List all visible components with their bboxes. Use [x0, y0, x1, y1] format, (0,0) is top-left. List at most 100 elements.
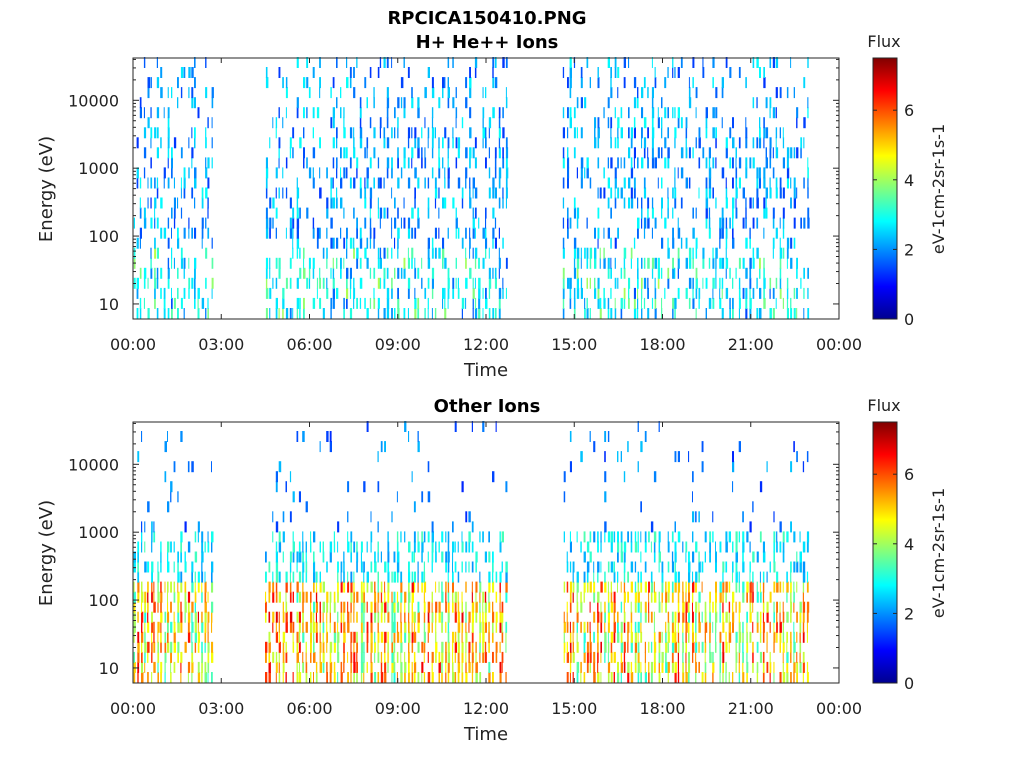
flux-cell — [156, 308, 159, 319]
flux-cell — [742, 621, 744, 633]
flux-cell — [322, 611, 324, 623]
flux-cell — [353, 651, 356, 663]
flux-cell — [431, 77, 434, 89]
flux-cell — [732, 227, 734, 239]
flux-cell — [685, 591, 687, 603]
flux-cell — [183, 67, 186, 78]
flux-cell — [147, 177, 149, 189]
flux-cell — [782, 551, 785, 563]
flux-cell — [640, 501, 642, 513]
flux-cell — [719, 217, 722, 229]
flux-cell — [394, 107, 396, 119]
flux-cell — [180, 247, 183, 259]
flux-cell — [600, 561, 602, 573]
flux-cell — [488, 641, 490, 653]
flux-cell — [278, 631, 280, 643]
colorbar-title: Flux — [867, 32, 900, 51]
flux-cell — [452, 661, 454, 673]
flux-cell — [738, 277, 741, 289]
flux-cell — [278, 461, 282, 473]
flux-cell — [143, 297, 145, 309]
flux-cell — [417, 561, 419, 573]
flux-cell — [640, 631, 643, 643]
spectrogram-area — [133, 57, 810, 319]
flux-cell — [630, 641, 633, 653]
flux-cell — [614, 57, 617, 68]
flux-cell — [265, 641, 268, 653]
flux-cell — [637, 581, 640, 593]
flux-cell — [766, 661, 769, 673]
flux-cell — [712, 57, 715, 68]
flux-cell — [379, 127, 381, 139]
flux-cell — [630, 672, 634, 683]
flux-cell — [607, 641, 610, 653]
flux-cell — [347, 581, 350, 593]
flux-cell — [667, 561, 670, 573]
flux-cell — [786, 247, 789, 259]
flux-cell — [211, 137, 213, 149]
flux-cell — [695, 661, 697, 673]
flux-cell — [377, 277, 381, 289]
flux-cell — [705, 177, 708, 189]
flux-cell — [501, 601, 504, 613]
flux-cell — [672, 308, 674, 319]
flux-cell — [204, 672, 207, 683]
flux-cell — [494, 157, 497, 169]
flux-cell — [387, 611, 390, 623]
flux-cell — [634, 631, 637, 643]
flux-cell — [427, 257, 431, 269]
flux-cell — [272, 277, 274, 289]
flux-cell — [177, 308, 179, 319]
flux-cell — [369, 267, 372, 279]
flux-cell — [404, 421, 407, 432]
flux-cell — [775, 227, 778, 239]
flux-cell — [447, 651, 451, 663]
flux-cell — [640, 601, 642, 613]
flux-cell — [765, 97, 768, 109]
flux-cell — [177, 591, 180, 603]
flux-cell — [485, 207, 487, 219]
flux-cell — [762, 591, 765, 603]
flux-cell — [356, 551, 359, 563]
flux-cell — [762, 551, 766, 563]
flux-cell — [167, 561, 170, 573]
flux-cell — [488, 571, 491, 583]
flux-cell — [719, 277, 721, 289]
flux-cell — [641, 308, 643, 319]
flux-cell — [796, 581, 798, 593]
flux-cell — [469, 107, 472, 119]
flux-cell — [786, 591, 788, 603]
flux-cell — [472, 308, 474, 319]
flux-cell — [431, 287, 434, 299]
flux-cell — [160, 611, 163, 623]
flux-cell — [732, 451, 734, 463]
flux-cell — [211, 651, 214, 663]
flux-cell — [133, 561, 136, 573]
flux-cell — [589, 531, 592, 543]
flux-cell — [184, 551, 186, 563]
y-tick-label: 100 — [88, 227, 119, 246]
flux-cell — [637, 197, 639, 209]
flux-cell — [197, 611, 199, 623]
flux-cell — [738, 67, 741, 78]
flux-cell — [303, 247, 305, 259]
flux-cell — [627, 591, 629, 603]
flux-cell — [347, 481, 350, 493]
flux-cell — [313, 531, 316, 543]
flux-cell — [337, 581, 339, 593]
flux-cell — [408, 561, 410, 573]
flux-cell — [749, 157, 752, 169]
flux-cell — [674, 67, 676, 78]
flux-cell — [593, 531, 596, 543]
flux-cell — [607, 661, 611, 673]
flux-cell — [188, 137, 190, 149]
flux-cell — [474, 277, 476, 289]
flux-cell — [330, 87, 332, 99]
flux-cell — [756, 641, 759, 653]
flux-cell — [589, 641, 592, 653]
flux-cell — [671, 581, 674, 593]
flux-cell — [677, 227, 681, 239]
flux-cell — [452, 287, 455, 299]
flux-cell — [773, 631, 776, 643]
flux-cell — [397, 177, 400, 189]
